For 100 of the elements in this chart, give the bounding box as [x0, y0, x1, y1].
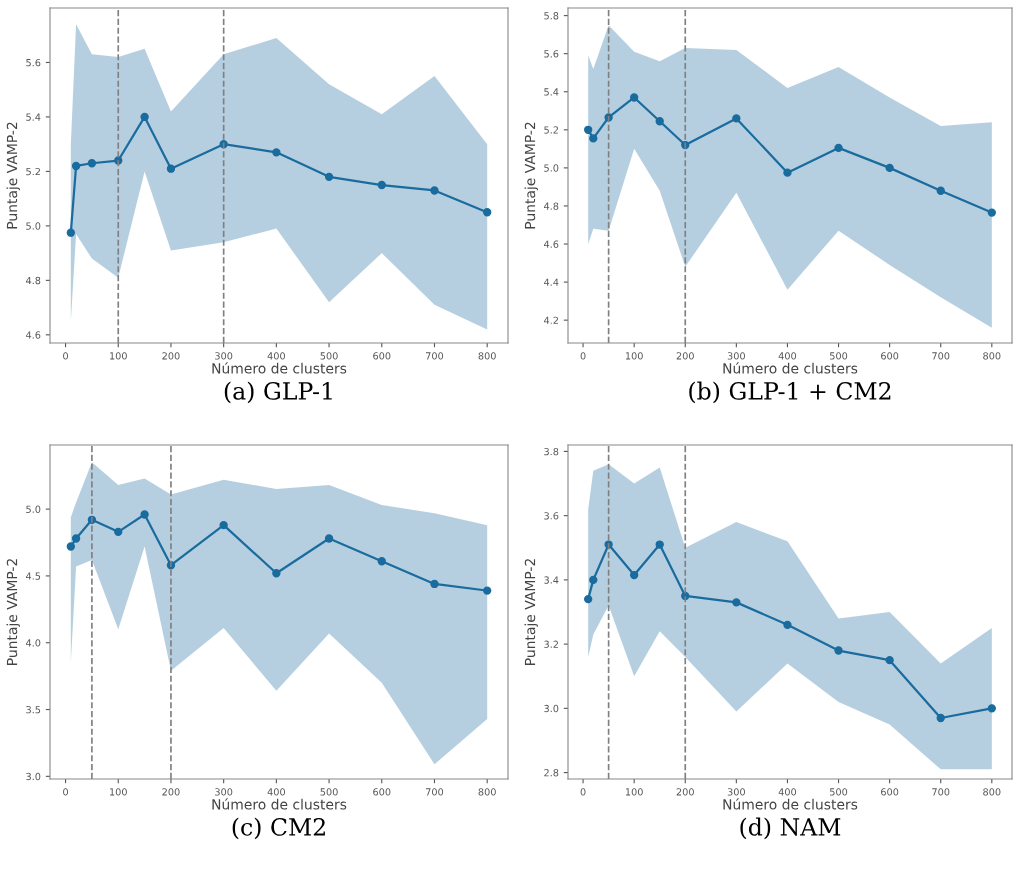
y-axis-title: Puntaje VAMP-2	[6, 122, 20, 229]
x-tick-label: 300	[215, 788, 233, 796]
point	[483, 586, 492, 595]
x-tick-label: 800	[478, 352, 496, 360]
x-tick-label: 700	[932, 788, 950, 796]
y-tick-label: 3.6	[544, 512, 559, 520]
point	[272, 569, 281, 578]
point	[783, 620, 792, 630]
point	[885, 163, 894, 173]
x-tick-label: 200	[162, 788, 180, 796]
point	[629, 93, 639, 102]
y-tick-label: 5.6	[544, 50, 559, 58]
y-tick-label: 5.0	[26, 505, 41, 513]
point	[885, 656, 894, 665]
point	[324, 172, 334, 182]
x-tick-label: 100	[625, 352, 643, 360]
point	[324, 534, 334, 543]
x-tick-label: 800	[983, 352, 1001, 360]
y-tick-label: 4.5	[25, 572, 41, 580]
point	[584, 125, 593, 134]
y-tick-label: 5.0	[26, 222, 41, 230]
point	[589, 575, 598, 585]
text: (a) GLP-1	[224, 381, 332, 404]
y-tick-label: 4.8	[543, 202, 559, 210]
x-tick-label: 0	[580, 788, 586, 796]
x-tick-label: 700	[426, 352, 444, 360]
y-tick-label: 3.8	[544, 447, 559, 456]
point	[483, 208, 492, 217]
point	[140, 510, 149, 519]
point	[987, 704, 996, 713]
point	[114, 527, 123, 537]
y-tick-label: 5.2	[26, 167, 40, 176]
text: (c) CM2	[232, 817, 325, 840]
x-tick-label: 300	[727, 788, 745, 796]
y-tick-label: 3.2	[544, 640, 558, 648]
x-tick-label: 200	[676, 788, 694, 796]
point	[732, 114, 741, 123]
y-tick-label: 5.4	[544, 88, 559, 96]
point	[936, 713, 945, 723]
x-tick-label: 100	[110, 788, 127, 796]
text: (b) GLP-1 + CM2	[689, 381, 891, 404]
point	[66, 542, 75, 551]
y-axis-title: Puntaje VAMP-2	[6, 559, 20, 665]
x-axis-title: Número de clusters	[212, 362, 347, 374]
x-tick-label: 600	[881, 788, 899, 796]
y-tick-label: 5.6	[26, 58, 41, 67]
point	[66, 228, 75, 237]
x-tick-label: 400	[778, 788, 797, 796]
point	[834, 646, 843, 655]
point	[732, 598, 741, 607]
x-tick-label: 500	[320, 788, 338, 796]
point	[219, 520, 228, 530]
point	[71, 534, 81, 543]
x-tick-label: 300	[215, 352, 233, 360]
x-tick-label: 500	[830, 352, 848, 360]
y-tick-label: 4.6	[543, 240, 559, 248]
point	[629, 570, 639, 580]
y-tick-label: 4.0	[25, 639, 41, 647]
y-tick-label: 5.8	[544, 12, 559, 20]
point	[936, 186, 945, 195]
y-tick-label: 3.0	[544, 704, 559, 713]
point	[584, 594, 593, 604]
x-tick-label: 800	[983, 788, 1001, 796]
y-tick-label: 4.2	[543, 316, 558, 324]
x-tick-label: 800	[478, 788, 496, 796]
point	[377, 180, 386, 190]
text: (d) NAM	[740, 817, 841, 840]
x-tick-label: 0	[63, 352, 68, 360]
point	[987, 208, 996, 217]
x-tick-label: 400	[778, 352, 797, 360]
y-tick-label: 5.4	[26, 113, 41, 121]
y-tick-label: 3.4	[544, 576, 559, 584]
x-tick-label: 400	[267, 352, 285, 360]
x-tick-label: 100	[110, 352, 127, 360]
y-tick-label: 5.0	[544, 164, 559, 172]
x-tick-label: 700	[932, 352, 950, 360]
x-axis-title: Número de clusters	[723, 362, 858, 374]
x-tick-label: 300	[727, 352, 745, 360]
x-axis-title: Número de clusters	[212, 798, 347, 810]
y-tick-label: 2.8	[544, 769, 559, 777]
point	[430, 186, 439, 195]
point	[272, 148, 281, 157]
x-tick-label: 500	[320, 352, 338, 360]
x-tick-label: 600	[373, 788, 391, 796]
y-tick-label: 4.4	[543, 278, 559, 286]
point	[834, 143, 843, 153]
point	[377, 557, 386, 566]
point	[589, 134, 598, 143]
x-tick-label: 0	[580, 352, 586, 360]
point	[655, 117, 664, 126]
y-tick-label: 3.5	[26, 706, 41, 714]
point	[430, 579, 439, 589]
y-tick-label: 4.8	[25, 276, 41, 285]
y-tick-label: 5.2	[544, 126, 558, 134]
x-tick-label: 100	[625, 788, 643, 796]
point	[166, 164, 176, 173]
x-tick-label: 200	[162, 352, 180, 360]
x-tick-label: 200	[676, 352, 694, 360]
x-axis-title: Número de clusters	[723, 798, 858, 810]
x-tick-label: 600	[373, 352, 391, 360]
